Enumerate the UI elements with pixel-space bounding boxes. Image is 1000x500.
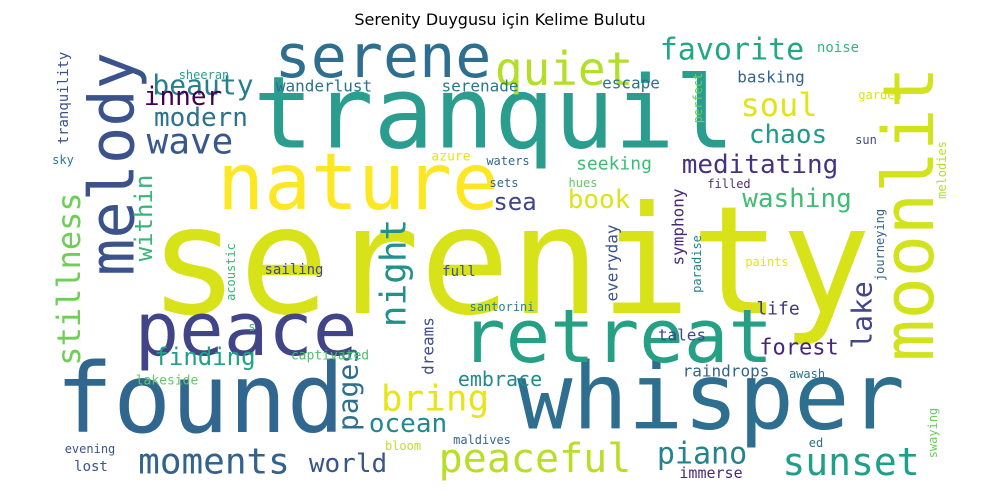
word-symphony: symphony bbox=[669, 188, 688, 265]
word-nature: nature bbox=[217, 138, 499, 228]
word-ocean: ocean bbox=[369, 409, 447, 439]
word-world: world bbox=[309, 449, 387, 479]
word-quiet: quiet bbox=[495, 42, 633, 96]
word-washing: washing bbox=[742, 184, 852, 214]
word-embrace: embrace bbox=[458, 367, 542, 391]
word-sky: sky bbox=[52, 153, 74, 167]
word-stillness: stillness bbox=[50, 192, 88, 365]
word-everyday: everyday bbox=[603, 224, 622, 301]
word-serenity: serenity bbox=[149, 175, 871, 349]
word-s: s bbox=[248, 320, 255, 334]
word-dreams: dreams bbox=[419, 317, 438, 375]
word-lost: lost bbox=[74, 459, 108, 475]
word-peace: peace bbox=[135, 287, 358, 373]
word-hues: hues bbox=[569, 176, 598, 190]
word-basking: basking bbox=[737, 68, 804, 87]
chart-title: Serenity Duygusu için Kelime Bulutu bbox=[354, 10, 646, 29]
word-immerse: immerse bbox=[679, 464, 742, 482]
word-ed: ed bbox=[809, 436, 823, 450]
word-moonlit: moonlit bbox=[868, 66, 950, 361]
word-santorini: santorini bbox=[469, 300, 534, 314]
word-paints: paints bbox=[745, 255, 788, 269]
word-lake: lake bbox=[846, 281, 879, 348]
word-inner: inner bbox=[144, 82, 222, 112]
word-captivated: captivated bbox=[291, 349, 369, 364]
word-sets: sets bbox=[490, 176, 519, 190]
word-paradise: paradise bbox=[690, 235, 704, 293]
word-filled: filled bbox=[707, 177, 750, 191]
word-life: life bbox=[756, 299, 799, 320]
word-serenade: serenade bbox=[441, 77, 518, 96]
word-garden: garden bbox=[858, 88, 901, 102]
word-modern: modern bbox=[154, 103, 248, 133]
word-evening: evening bbox=[65, 442, 116, 456]
word-retreat: retreat bbox=[461, 294, 773, 380]
word-escape: escape bbox=[602, 74, 660, 93]
word-pages: pages bbox=[332, 347, 365, 431]
word-maldives: maldives bbox=[453, 433, 511, 447]
word-sailing: sailing bbox=[264, 262, 323, 278]
word-finding: finding bbox=[154, 343, 255, 371]
word-favorite: favorite bbox=[660, 33, 805, 68]
word-sheeran: sheeran bbox=[179, 68, 230, 82]
word-sea: sea bbox=[493, 188, 536, 216]
word-raindrops: raindrops bbox=[683, 362, 770, 381]
word-meditating: meditating bbox=[682, 150, 839, 180]
word-swaying: swaying bbox=[926, 408, 940, 459]
word-beauty: beauty bbox=[152, 69, 253, 102]
word-melody: melody bbox=[76, 52, 149, 276]
word-noise: noise bbox=[817, 40, 859, 56]
word-tranquil: tranquil bbox=[253, 55, 735, 172]
word-night: night bbox=[374, 219, 415, 327]
word-melodies: melodies bbox=[935, 141, 949, 199]
word-wanderlust: wanderlust bbox=[276, 77, 372, 96]
word-peaceful: peaceful bbox=[439, 436, 632, 482]
word-azure: azure bbox=[431, 150, 470, 165]
word-tales: tales bbox=[658, 326, 706, 345]
word-book: book bbox=[568, 185, 631, 215]
word-acoustic: acoustic bbox=[224, 243, 238, 301]
word-bloom: bloom bbox=[385, 439, 421, 453]
word-forest: forest bbox=[759, 336, 838, 361]
word-seeking: seeking bbox=[576, 154, 652, 175]
word-perfect: perfect bbox=[691, 73, 705, 124]
word-sun: sun bbox=[855, 133, 877, 147]
word-moments: moments bbox=[138, 442, 290, 483]
word-tranquility: tranquility bbox=[56, 52, 72, 145]
word-full: full bbox=[442, 264, 476, 280]
word-serene: serene bbox=[275, 22, 492, 92]
word-sunset: sunset bbox=[782, 440, 919, 484]
word-bring: bring bbox=[381, 379, 489, 420]
word-waters: waters bbox=[486, 154, 529, 168]
word-piano: piano bbox=[657, 437, 747, 472]
word-awash: awash bbox=[789, 367, 825, 381]
word-chaos: chaos bbox=[749, 120, 827, 150]
word-within: within bbox=[130, 175, 158, 262]
word-whisper: whisper bbox=[517, 344, 905, 451]
word-soul: soul bbox=[740, 86, 817, 124]
word-wave: wave bbox=[147, 122, 234, 163]
word-lakeside: lakeside bbox=[136, 374, 199, 389]
word-found: found bbox=[56, 343, 345, 455]
word-journeying: journeying bbox=[873, 209, 887, 281]
